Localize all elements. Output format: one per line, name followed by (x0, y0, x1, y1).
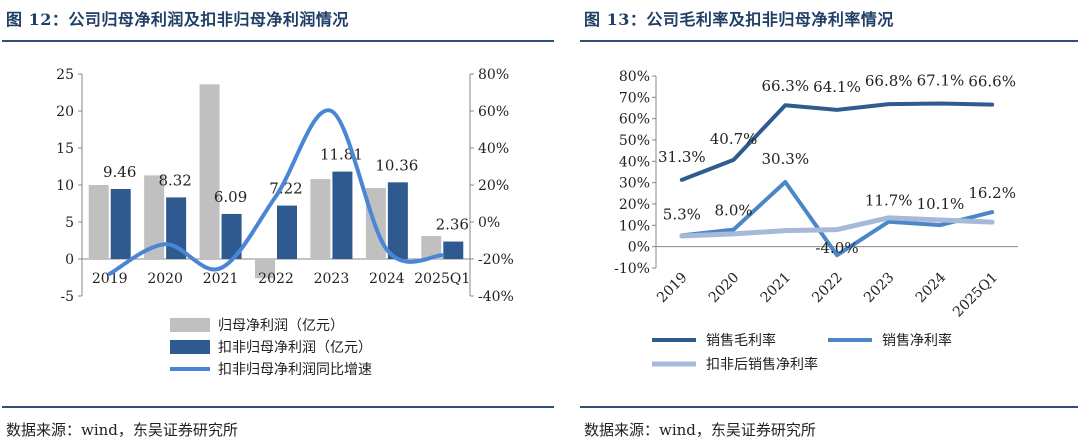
right-title-rule (580, 40, 1078, 42)
left-tick-label: 0 (65, 252, 74, 268)
y-tick-label: 50% (619, 133, 650, 149)
legend-label-growth-rate: 扣非归母净利润同比增速 (218, 361, 372, 378)
y-tick-label: 70% (619, 90, 650, 106)
bar-value-label: 10.36 (375, 156, 418, 174)
left-source-rule (2, 406, 554, 408)
gross-margin-label: 64.1% (813, 78, 861, 96)
bar-value-label: 9.46 (103, 163, 136, 181)
growth-rate-line (107, 108, 445, 276)
net-margin-excl-line (679, 215, 995, 239)
right-tick-label: -40% (478, 289, 514, 305)
x-tick-label: 2025Q1 (950, 270, 1001, 321)
gross-margin-label: 67.1% (917, 72, 965, 90)
x-tick-label: 2022 (809, 270, 846, 307)
legend-label-gross-margin: 销售毛利率 (706, 332, 776, 349)
right-source-note: 数据来源：wind，东吴证券研究所 (584, 421, 816, 439)
bar-value-label: 8.32 (158, 171, 191, 189)
bar-parent-net-profit (255, 259, 275, 279)
x-tick-label: 2020 (706, 270, 743, 307)
x-tick-label: 2025Q1 (414, 271, 470, 287)
x-tick-label: 2023 (314, 271, 350, 287)
legend-label-net-margin: 销售净利率 (882, 332, 952, 349)
bar-parent-net-profit (421, 236, 442, 259)
left-title-rule (2, 40, 554, 42)
right-chart-panel: 图 13：公司毛利率及扣非归母净利率情况 -10% 0% 10% 20% 30% 40% 5… (578, 0, 1080, 447)
x-tick-label: 2021 (758, 270, 795, 307)
y-tick-label: 60% (619, 112, 650, 128)
x-tick-label: 2019 (92, 271, 128, 287)
gross-margin-line (679, 101, 995, 182)
x-tick-label: 2022 (258, 271, 294, 287)
x-tick-label: 2023 (861, 270, 898, 307)
bar-deducted-net-profit (443, 241, 464, 259)
right-tick-label: -20% (478, 252, 514, 268)
right-source-rule (580, 406, 1078, 408)
right-tick-label: 20% (478, 178, 509, 194)
y-tick-label: -10% (614, 261, 650, 277)
gross-margin-label: 66.8% (865, 72, 913, 90)
net-margin-label: 30.3% (761, 150, 809, 168)
y-tick-label: 80% (619, 69, 650, 85)
left-chart-svg: -5 0 5 10 15 20 25 -40% -20% 0% 20% 40% 60% 80% 9.46 20… (56, 67, 514, 378)
gross-margin-label: 31.3% (658, 148, 706, 166)
y-tick-label: 20% (619, 197, 650, 213)
net-margin-label: 10.1% (917, 195, 965, 213)
bar-parent-net-profit (310, 179, 331, 259)
left-chart-title: 图 12：公司归母净利润及扣非归母净利润情况 (6, 10, 349, 29)
bar-deducted-net-profit (277, 205, 297, 259)
y-tick-label: 0% (628, 240, 650, 256)
gross-margin-label: 66.6% (968, 73, 1016, 91)
left-tick-label: 5 (65, 215, 74, 231)
bar-value-label: 6.09 (214, 188, 247, 206)
left-tick-label: 15 (56, 141, 74, 157)
y-tick-label: 10% (619, 218, 650, 234)
net-margin-label: 8.0% (715, 202, 753, 220)
right-chart-title: 图 13：公司毛利率及扣非归母净利率情况 (584, 10, 894, 29)
right-tick-label: 0% (478, 215, 500, 231)
right-tick-label: 60% (478, 104, 509, 120)
legend-label-net-margin-excl: 扣非后销售净利率 (706, 356, 818, 373)
x-tick-label: 2020 (147, 271, 183, 287)
left-source-note: 数据来源：wind，东吴证券研究所 (6, 421, 238, 439)
right-tick-label: 40% (478, 141, 509, 157)
legend-label-deducted-net-profit: 扣非归母净利润（亿元） (218, 339, 372, 356)
bar-deducted-net-profit (221, 213, 242, 259)
bar-value-label: 2.36 (436, 216, 469, 234)
left-chart-panel: 图 12：公司归母净利润及扣非归母净利润情况 -5 0 5 10 15 20 25 -40% -… (2, 10, 554, 439)
x-tick-label: 2024 (913, 269, 950, 306)
left-tick-label: -5 (60, 289, 74, 305)
net-margin-label: 16.2% (968, 184, 1016, 202)
net-margin-label: -4.0% (815, 239, 858, 257)
bar-parent-net-profit (199, 84, 220, 259)
net-margin-line (679, 180, 995, 258)
gross-margin-label: 40.7% (710, 130, 758, 148)
left-tick-label: 25 (56, 67, 74, 83)
net-margin-label: 5.3% (663, 205, 701, 223)
gross-margin-label: 66.3% (761, 77, 809, 95)
y-tick-label: 30% (619, 176, 650, 192)
left-tick-label: 10 (56, 178, 74, 194)
bar-deducted-net-profit (387, 182, 408, 259)
bar-parent-net-profit (88, 185, 109, 259)
y-tick-label: 40% (619, 154, 650, 170)
right-chart-svg: -10% 0% 10% 20% 30% 40% 50% 60% 70% 80% 2019 2020 20… (614, 69, 1018, 373)
bar-deducted-net-profit (332, 171, 353, 259)
legend-label-parent-net-profit: 归母净利润（亿元） (218, 317, 344, 334)
left-tick-label: 20 (56, 104, 74, 120)
legend-swatch-deducted-net-profit (170, 340, 210, 354)
x-tick-label: 2021 (203, 271, 239, 287)
x-tick-label: 2019 (654, 270, 691, 307)
net-margin-label: 11.7% (865, 192, 913, 210)
bar-parent-net-profit (144, 175, 165, 259)
right-tick-label: 80% (478, 67, 509, 83)
bar-deducted-net-profit (110, 188, 131, 259)
legend-swatch-parent-net-profit (170, 318, 210, 332)
x-tick-label: 2024 (369, 271, 405, 287)
